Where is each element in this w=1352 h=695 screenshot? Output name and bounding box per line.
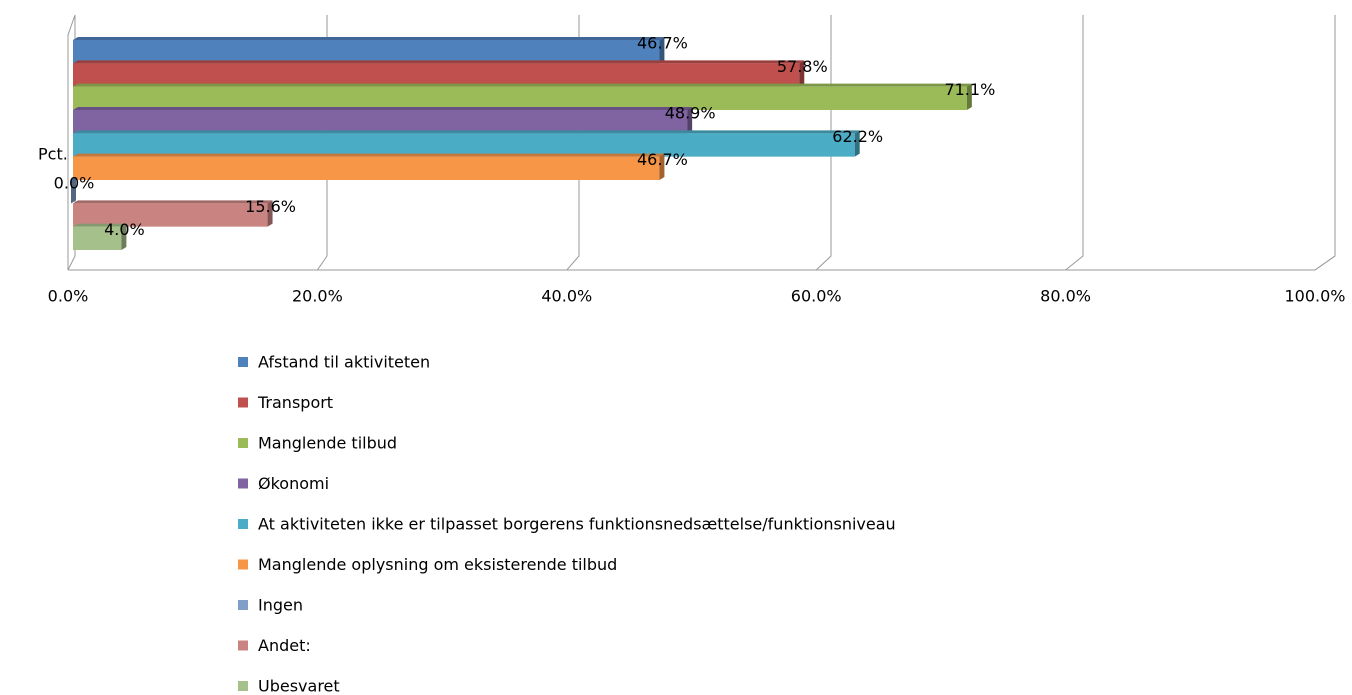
floor [68,255,1336,271]
bar-side [659,37,665,64]
bar-side [799,60,805,87]
x-tick-label: 20.0% [292,287,343,306]
data-label: 62.2% [832,127,883,146]
bar [71,177,78,204]
bar [73,37,665,64]
bar-front [73,40,660,64]
legend-swatch [238,397,248,408]
legend-swatch [238,478,248,489]
bar-front [73,226,122,250]
bar-top [73,37,665,40]
bar-side [659,153,665,180]
x-tick-label: 100.0% [1284,287,1345,306]
bar [73,223,127,250]
grid-line [1314,15,1336,271]
bar-side [267,200,273,227]
bar-side [687,107,693,134]
legend-label: Afstand til aktiviteten [258,353,430,372]
legend-label: At aktiviteten ikke er tilpasset borgere… [258,515,896,534]
x-tick-label: 80.0% [1040,287,1091,306]
x-tick-label: 0.0% [48,287,89,306]
data-label: 46.7% [637,150,688,169]
bar-top [73,153,665,157]
bar-top [73,130,860,134]
bar-side [854,130,860,157]
data-label: 0.0% [54,174,95,193]
legend-swatch [238,640,248,651]
bar-front [73,156,660,180]
bar-front [73,63,800,87]
legend-swatch [238,438,248,448]
legend-swatch [238,519,248,529]
data-label: 15.6% [245,197,296,216]
bar [73,200,273,227]
bar-top [73,223,127,227]
data-label: 4.0% [104,220,145,239]
legend-label: Transport [257,393,333,412]
bar-top [73,60,805,64]
data-label: 71.1% [944,80,995,99]
bar [73,107,693,134]
bar-front [73,133,855,157]
bar-side [71,177,76,204]
bar [73,130,860,157]
bar [73,60,805,87]
bar-side [966,83,972,110]
data-label: 48.9% [665,104,716,123]
category-label: Pct. [38,145,68,164]
legend-label: Manglende oplysning om eksisterende tilb… [258,555,617,574]
data-label: 57.8% [777,57,828,76]
grid-line [1065,15,1084,271]
bar-side [121,223,127,250]
bar-top [73,200,273,204]
legend-label: Manglende tilbud [258,434,397,453]
bar-top [73,107,693,110]
bar-front [73,86,967,110]
data-label: 46.7% [637,34,688,53]
bar-front [73,203,268,227]
legend-label: Økonomi [258,474,329,493]
legend-label: Ingen [258,596,303,615]
x-tick-label: 60.0% [791,287,842,306]
bar [73,83,972,110]
legend-label: Andet: [258,636,311,655]
bar-top [73,83,972,87]
legend-swatch [238,357,248,367]
legend-swatch [238,600,248,610]
legend-label: Ubesvaret [258,677,340,695]
x-tick-label: 40.0% [541,287,592,306]
bar-front [73,110,688,134]
legend-swatch [238,681,248,691]
legend-swatch [238,559,248,570]
bar [73,153,665,180]
